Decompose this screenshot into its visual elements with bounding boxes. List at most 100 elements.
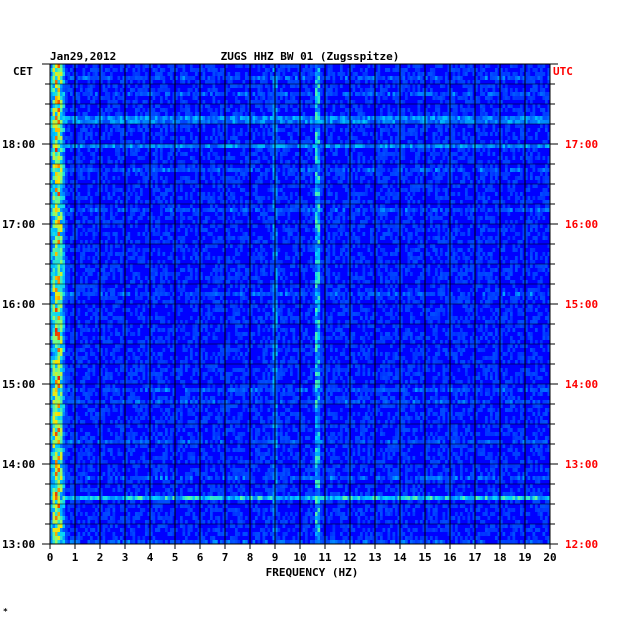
- spectrogram-cell: [397, 184, 401, 188]
- spectrogram-cell: [367, 216, 371, 220]
- spectrogram-cell: [310, 72, 313, 76]
- spectrogram-cell: [117, 176, 121, 180]
- spectrogram-cell: [245, 172, 248, 176]
- spectrogram-cell: [132, 120, 136, 124]
- spectrogram-cell: [180, 92, 183, 96]
- spectrogram-cell: [385, 96, 388, 100]
- spectrogram-cell: [535, 88, 538, 92]
- spectrogram-cell: [65, 92, 68, 96]
- spectrogram-cell: [430, 208, 433, 212]
- spectrogram-cell: [465, 100, 468, 104]
- spectrogram-cell: [190, 116, 193, 120]
- spectrogram-cell: [452, 248, 456, 252]
- spectrogram-cell: [287, 168, 291, 172]
- spectrogram-cell: [57, 92, 61, 96]
- spectrogram-cell: [382, 232, 386, 236]
- spectrogram-cell: [325, 144, 328, 148]
- spectrogram-cell: [295, 184, 298, 188]
- spectrogram-cell: [52, 140, 56, 144]
- spectrogram-cell: [90, 168, 93, 172]
- spectrogram-cell: [460, 212, 463, 216]
- spectrogram-cell: [125, 204, 128, 208]
- spectrogram-cell: [297, 68, 301, 72]
- spectrogram-cell: [72, 144, 76, 148]
- spectrogram-cell: [237, 220, 241, 224]
- spectrogram-cell: [440, 100, 443, 104]
- spectrogram-cell: [432, 152, 436, 156]
- spectrogram-cell: [225, 104, 228, 108]
- spectrogram-cell: [487, 152, 491, 156]
- spectrogram-cell: [120, 220, 123, 224]
- chart-date: Jan29,2012: [50, 50, 116, 63]
- spectrogram-cell: [260, 148, 263, 152]
- spectrogram-cell: [82, 164, 86, 168]
- spectrogram-cell: [465, 68, 468, 72]
- spectrogram-cell: [475, 188, 478, 192]
- spectrogram-cell: [102, 232, 106, 236]
- spectrogram-cell: [315, 180, 318, 184]
- spectrogram-cell: [292, 100, 296, 104]
- spectrogram-cell: [102, 136, 106, 140]
- spectrogram-cell: [325, 168, 328, 172]
- spectrogram-cell: [505, 128, 508, 132]
- spectrogram-cell: [325, 200, 328, 204]
- spectrogram-cell: [77, 172, 81, 176]
- spectrogram-cell: [195, 148, 198, 152]
- spectrogram-cell: [385, 184, 388, 188]
- spectrogram-cell: [275, 152, 278, 156]
- spectrogram-cell: [500, 72, 503, 76]
- spectrogram-cell: [167, 120, 171, 124]
- spectrogram-cell: [80, 172, 83, 176]
- spectrogram-cell: [362, 232, 366, 236]
- spectrogram-cell: [155, 176, 158, 180]
- spectrogram-cell: [370, 232, 373, 236]
- spectrogram-cell: [340, 68, 343, 72]
- spectrogram-cell: [290, 92, 293, 96]
- spectrogram-cell: [140, 200, 143, 204]
- spectrogram-cell: [150, 204, 153, 208]
- spectrogram-cell: [345, 128, 348, 132]
- spectrogram-cell: [177, 64, 181, 68]
- spectrogram-cell: [540, 208, 543, 212]
- spectrogram-cell: [52, 112, 56, 116]
- spectrogram-cell: [162, 108, 166, 112]
- spectrogram-cell: [362, 176, 366, 180]
- spectrogram-cell: [425, 76, 428, 80]
- spectrogram-cell: [245, 140, 248, 144]
- spectrogram-cell: [297, 116, 301, 120]
- spectrogram-cell: [462, 132, 466, 136]
- spectrogram-cell: [335, 220, 338, 224]
- spectrogram-cell: [140, 88, 143, 92]
- spectrogram-cell: [165, 128, 168, 132]
- spectrogram-cell: [275, 136, 278, 140]
- spectrogram-cell: [257, 132, 261, 136]
- spectrogram-cell: [315, 140, 318, 144]
- spectrogram-cell: [332, 108, 336, 112]
- spectrogram-cell: [427, 212, 431, 216]
- spectrogram-cell: [300, 120, 303, 124]
- spectrogram-cell: [415, 68, 418, 72]
- spectrogram-cell: [225, 120, 228, 124]
- spectrogram-cell: [147, 164, 151, 168]
- spectrogram-cell: [480, 208, 483, 212]
- spectrogram-cell: [152, 76, 156, 80]
- spectrogram-cell: [290, 192, 293, 196]
- spectrogram-cell: [182, 240, 186, 244]
- spectrogram-cell: [530, 64, 533, 68]
- spectrogram-cell: [372, 92, 376, 96]
- spectrogram-cell: [127, 144, 131, 148]
- spectrogram-cell: [412, 148, 416, 152]
- spectrogram-cell: [292, 64, 296, 68]
- spectrogram-cell: [260, 244, 263, 248]
- spectrogram-cell: [392, 152, 396, 156]
- spectrogram-cell: [417, 64, 421, 68]
- spectrogram-cell: [515, 88, 518, 92]
- spectrogram-cell: [337, 216, 341, 220]
- spectrogram-cell: [495, 236, 498, 240]
- spectrogram-cell: [260, 116, 263, 120]
- spectrogram-cell: [80, 144, 83, 148]
- spectrogram-cell: [377, 212, 381, 216]
- spectrogram-cell: [410, 144, 413, 148]
- spectrogram-cell: [247, 208, 251, 212]
- spectrogram-cell: [315, 108, 318, 112]
